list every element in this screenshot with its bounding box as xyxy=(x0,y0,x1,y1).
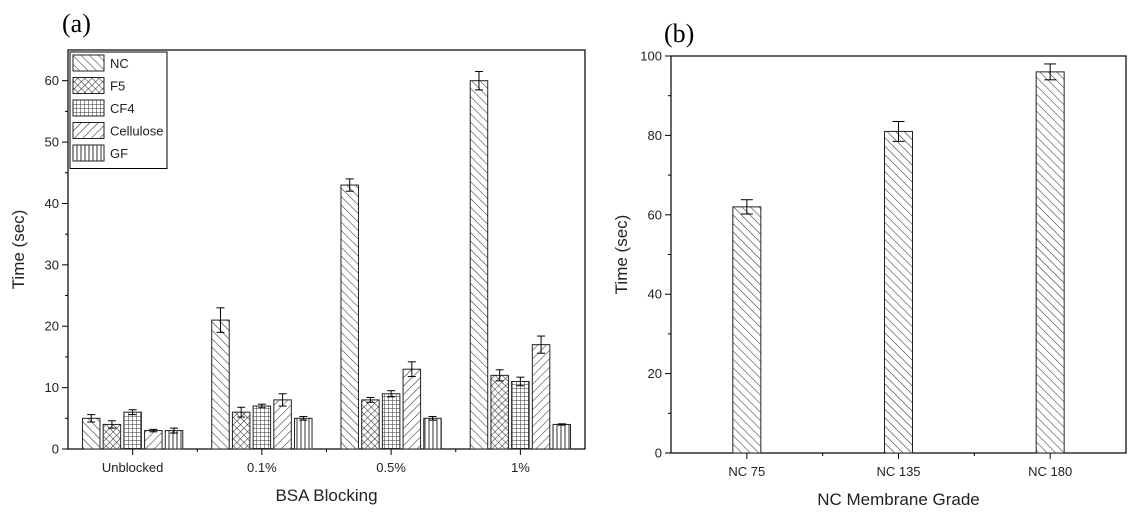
bar-nc-unblocked xyxy=(81,417,101,450)
x-tick-label-nc-135: NC 135 xyxy=(876,464,920,479)
y-axis-title-a: Time (sec) xyxy=(9,210,28,290)
panel-b-letter: (b) xyxy=(664,19,694,48)
y-tick-label-b-0: 0 xyxy=(655,446,662,461)
bar-cellulose-unblocked xyxy=(144,430,163,450)
bar-cf4-0-5pct xyxy=(381,393,401,450)
bar-f5-1pct xyxy=(490,374,509,450)
bar-cellulose-0-5pct xyxy=(402,368,422,450)
bar-cf4-unblocked xyxy=(123,411,142,450)
chart-b: 0 20 40 60 80 100 NC Membrane Grade Time (sec) N… xyxy=(612,49,1127,509)
legend-swatch-gf xyxy=(72,144,105,162)
y-tick-label-a-5: 50 xyxy=(45,135,59,150)
bar-cellulose-1pct xyxy=(531,344,551,450)
legend-swatch-f5 xyxy=(72,77,105,94)
bar-nc-0-1pct xyxy=(211,319,230,450)
y-tick-label-a-3: 30 xyxy=(45,257,59,272)
bar-nc-135 xyxy=(884,130,913,454)
y-tick-label-a-2: 20 xyxy=(45,319,59,334)
chart-a: 0 10 20 30 40 50 60 BSA Blocking Time (sec) Unblo… xyxy=(9,49,586,505)
legend-label-gf: GF xyxy=(110,146,128,161)
legend-label-cf4: CF4 xyxy=(110,101,135,116)
x-axis-title-a: BSA Blocking xyxy=(275,486,377,505)
y-tick-label-a-0: 0 xyxy=(52,442,59,457)
bar-nc-75 xyxy=(732,206,762,454)
bar-gf-1pct xyxy=(552,423,572,450)
bar-cf4-0-1pct xyxy=(252,405,272,450)
x-tick-label-0-5pct: 0.5% xyxy=(376,460,406,475)
legend-label-cellulose: Cellulose xyxy=(110,124,163,139)
bar-nc-0-5pct xyxy=(340,184,359,450)
y-tick-label-b-1: 20 xyxy=(648,366,662,381)
y-tick-label-a-6: 60 xyxy=(45,73,59,88)
legend-swatch-cf4 xyxy=(72,99,105,117)
panel-a-letter: (a) xyxy=(62,9,91,38)
bar-gf-0-1pct xyxy=(294,417,313,450)
y-tick-label-b-2: 40 xyxy=(648,287,662,302)
y-tick-label-a-4: 40 xyxy=(45,196,59,211)
y-axis-title-b: Time (sec) xyxy=(612,215,631,295)
x-tick-label-unblocked: Unblocked xyxy=(102,460,163,475)
bar-nc-1pct xyxy=(469,80,489,450)
x-axis-title-b: NC Membrane Grade xyxy=(817,490,980,509)
bar-cellulose-0-1pct xyxy=(273,399,292,450)
y-tick-label-b-4: 80 xyxy=(648,128,662,143)
bar-cf4-1pct xyxy=(511,380,530,450)
bar-gf-0-5pct xyxy=(423,417,442,450)
legend-swatch-cellulose xyxy=(72,122,105,139)
bar-nc-180 xyxy=(1035,71,1065,454)
bar-f5-0-5pct xyxy=(361,399,380,450)
legend-label-f5: F5 xyxy=(110,79,125,94)
bar-f5-0-1pct xyxy=(231,411,251,450)
x-tick-label-1pct: 1% xyxy=(511,460,530,475)
legend-label-nc: NC xyxy=(110,56,129,71)
legend-swatch-nc xyxy=(72,54,105,72)
y-tick-label-b-3: 60 xyxy=(648,207,662,222)
x-tick-label-nc-75: NC 75 xyxy=(728,464,765,479)
y-tick-label-a-1: 10 xyxy=(45,380,59,395)
x-tick-label-0-1pct: 0.1% xyxy=(247,460,277,475)
y-tick-label-b-5: 100 xyxy=(640,49,662,64)
x-tick-label-nc-180: NC 180 xyxy=(1028,464,1072,479)
